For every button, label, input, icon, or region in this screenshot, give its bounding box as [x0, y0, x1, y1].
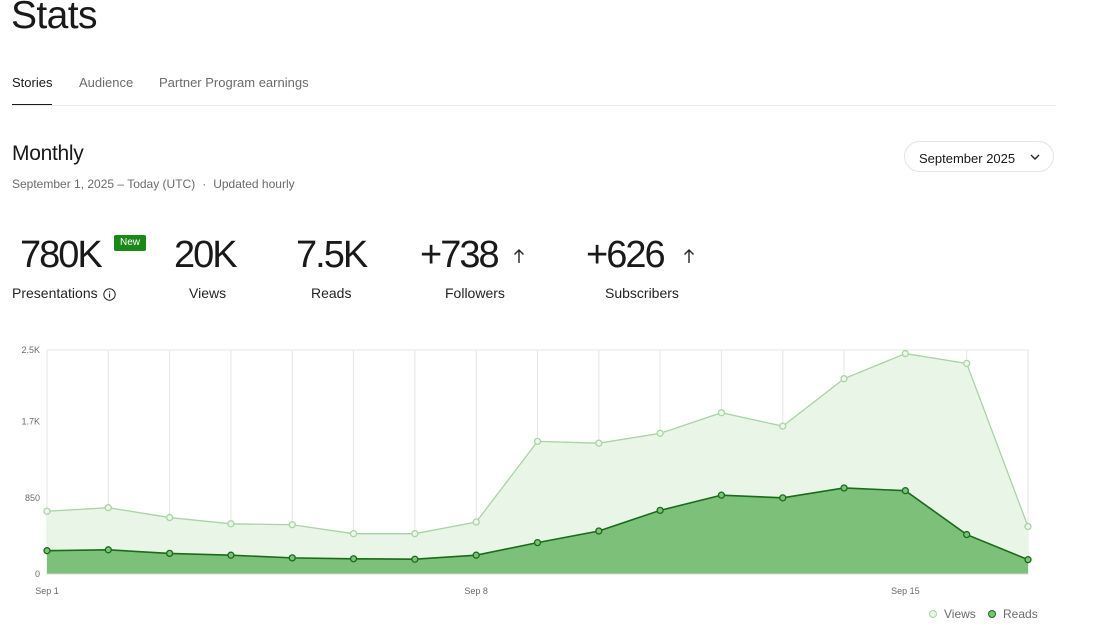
reads-point [43, 547, 51, 555]
stat-views-label: Views [189, 285, 227, 301]
x-tick-label: Sep 8 [464, 586, 488, 596]
stats-chart: 0 850 1.7K 2.5K Sep 1 Sep 8 Sep 15 [21, 345, 1032, 596]
new-badge: New [114, 235, 147, 251]
stat-presentations-label: Presentations [12, 285, 98, 301]
y-tick-label: 2.5K [21, 345, 40, 355]
views-point [104, 504, 112, 512]
reads-point [533, 538, 542, 547]
y-tick-label: 0 [35, 569, 40, 579]
reads-point [717, 491, 726, 499]
separator-dot: · [202, 177, 207, 191]
stat-subscribers-value: +626 [586, 234, 666, 276]
x-tick-label: Sep 1 [35, 586, 59, 596]
reads-area [47, 487, 1028, 574]
stat-followers-value: +738 [420, 234, 500, 276]
y-tick-label: 850 [25, 493, 40, 503]
views-point [1024, 522, 1032, 531]
page-title: Stats [11, 0, 97, 37]
views-point [595, 439, 603, 447]
y-tick-label: 1.7K [21, 417, 40, 427]
views-point [288, 521, 296, 529]
arrow-up-icon [514, 249, 524, 263]
views-point [227, 520, 235, 528]
date-range-text: September 1, 2025 – Today (UTC) [12, 177, 196, 191]
views-point [901, 349, 910, 358]
stat-presentations-value: 780K [20, 234, 103, 276]
views-point [411, 530, 419, 538]
reads-point [227, 551, 235, 559]
update-note: Updated hourly [213, 177, 295, 191]
views-point [717, 409, 726, 417]
views-point [43, 507, 51, 515]
month-select[interactable]: September 2025 [904, 141, 1054, 172]
section-title: Monthly [12, 142, 84, 165]
stat-views-value: 20K [174, 234, 238, 276]
reads-point [349, 555, 358, 563]
legend-views-label: Views [944, 607, 976, 621]
views-point [779, 422, 787, 430]
chevron-down-icon [1030, 154, 1040, 160]
reads-point [963, 530, 971, 539]
info-icon[interactable] [103, 288, 116, 301]
reads-point [1024, 556, 1032, 564]
reads-point [472, 551, 480, 559]
reads-point [104, 546, 112, 554]
reads-point [779, 494, 787, 502]
tab-stories[interactable]: Stories [12, 75, 53, 105]
arrow-up-icon [684, 249, 694, 263]
tab-partner-program-earnings[interactable]: Partner Program earnings [159, 75, 309, 90]
legend-reads-swatch [988, 610, 996, 618]
legend-reads-label: Reads [1003, 607, 1038, 621]
reads-point [840, 484, 848, 492]
legend-views-swatch [929, 610, 937, 618]
reads-point [411, 555, 419, 563]
date-range-line: September 1, 2025 – Today (UTC) · Updated … [12, 177, 295, 191]
x-tick-label: Sep 15 [891, 586, 920, 596]
reads-point [165, 549, 174, 558]
stat-reads-value: 7.5K [296, 234, 368, 276]
reads-point [595, 527, 603, 535]
reads-point [656, 506, 664, 515]
tab-bar: Stories Audience Partner Program earning… [12, 60, 1056, 106]
views-point [165, 513, 174, 522]
reads-point [901, 487, 910, 495]
stat-followers-label: Followers [445, 285, 505, 301]
views-point [533, 437, 542, 446]
stat-subscribers-label: Subscribers [605, 285, 679, 301]
stat-reads-label: Reads [311, 285, 352, 301]
views-point [656, 429, 664, 437]
views-point [349, 530, 358, 538]
views-point [963, 359, 971, 368]
views-point [840, 375, 848, 383]
reads-point [288, 554, 296, 562]
tab-audience[interactable]: Audience [79, 75, 134, 90]
month-select-value: September 2025 [919, 151, 1016, 166]
views-point [472, 518, 480, 526]
